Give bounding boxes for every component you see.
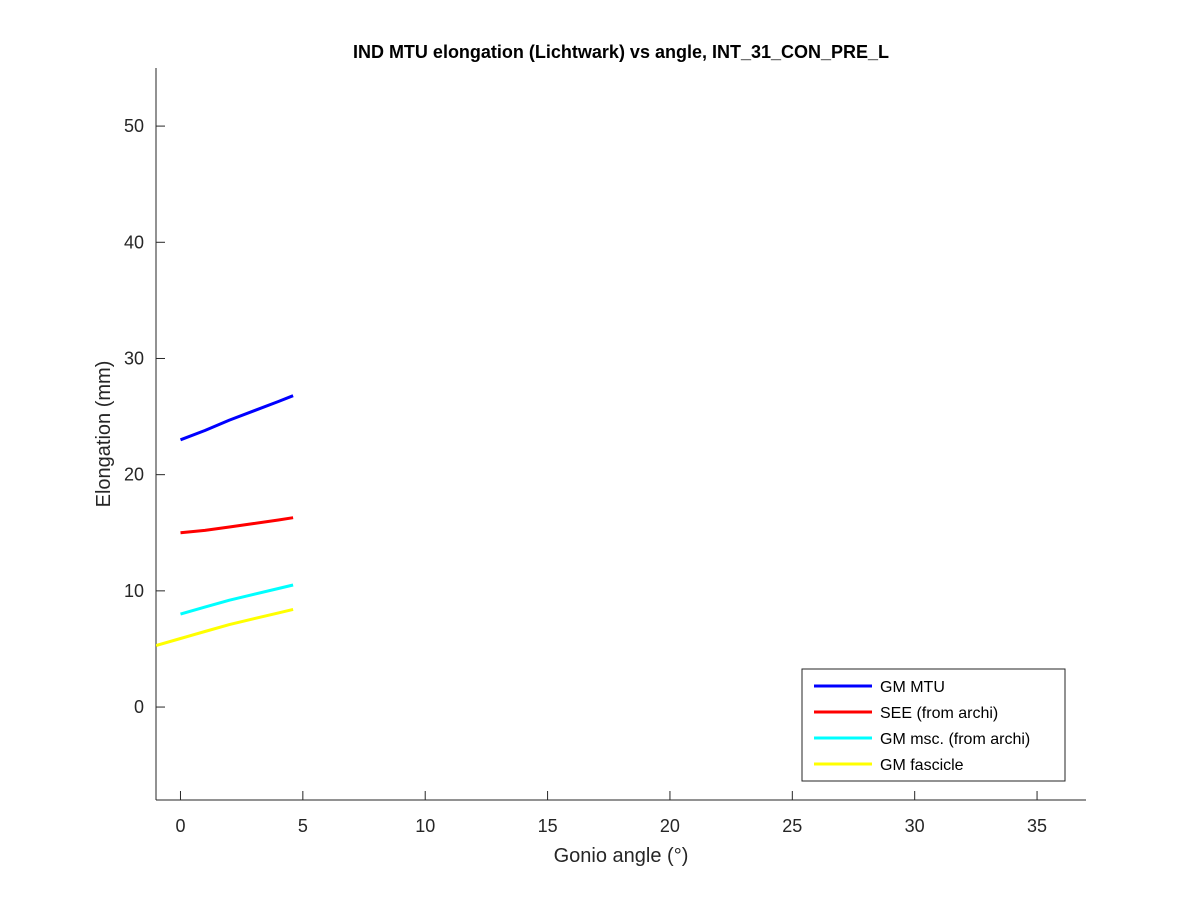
- chart-title: IND MTU elongation (Lichtwark) vs angle,…: [353, 42, 889, 62]
- series-line-gm-fascicle: [156, 607, 294, 647]
- legend-entry-label: GM MTU: [880, 679, 945, 696]
- y-tick-label: 30: [124, 348, 144, 368]
- x-axis-label: Gonio angle (°): [554, 845, 689, 867]
- x-tick-label: 20: [660, 816, 680, 836]
- legend-entry-label: GM fascicle: [880, 757, 964, 774]
- y-tick-label: 10: [124, 581, 144, 601]
- x-tick-label: 30: [905, 816, 925, 836]
- y-tick-label: 20: [124, 465, 144, 485]
- x-tick-label: 5: [298, 816, 308, 836]
- x-tick-label: 25: [782, 816, 802, 836]
- series-line-see-from-archi: [180, 516, 294, 535]
- y-tick-label: 50: [124, 116, 144, 136]
- x-tick-label: 35: [1027, 816, 1047, 836]
- series-line-gm-msc-from-archi: [180, 583, 294, 616]
- y-tick-label: 40: [124, 232, 144, 252]
- series-line-gm-mtu: [179, 394, 294, 442]
- x-tick-label: 10: [415, 816, 435, 836]
- legend-entry-label: SEE (from archi): [880, 705, 998, 722]
- legend: GM MTU SEE (from archi) GM msc. (from arch…: [801, 668, 1066, 782]
- series-layer: [156, 394, 294, 647]
- x-tick-label: 0: [175, 816, 185, 836]
- x-tick-label: 15: [538, 816, 558, 836]
- axes: 0 5 10 15 20 25 30 35 0 10 20 30 40 50: [124, 68, 1086, 836]
- legend-entry-label: GM msc. (from archi): [880, 731, 1030, 748]
- y-tick-label: 0: [134, 697, 144, 717]
- legend-box: [801, 668, 1066, 782]
- y-axis-label: Elongation (mm): [93, 361, 115, 508]
